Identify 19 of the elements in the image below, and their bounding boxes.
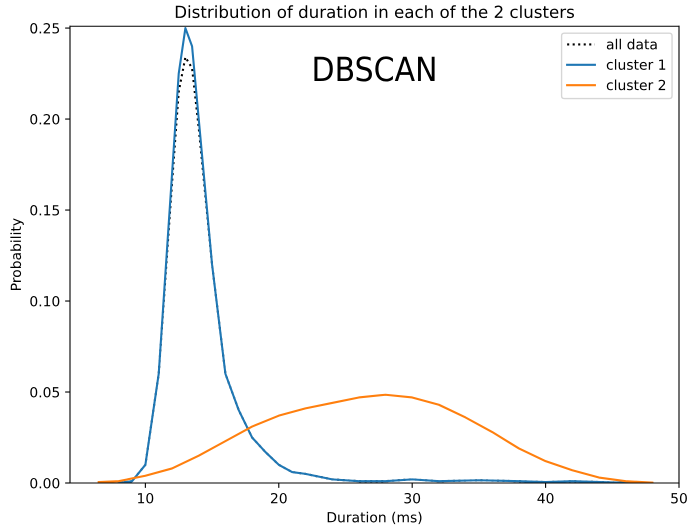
y-tick-label: 0.20 — [30, 114, 60, 125]
x-tick-label: 50 — [671, 492, 687, 504]
x-tick-label: 20 — [270, 492, 287, 504]
x-tick-label: 10 — [138, 492, 154, 504]
legend-label: all data — [606, 38, 657, 50]
x-tick-label: 30 — [404, 492, 420, 504]
annotation: DBSCAN — [314, 56, 435, 82]
y-tick-label: 0.05 — [30, 386, 60, 398]
x-axis-title: Duration (ms) — [328, 512, 422, 524]
legend-label: cluster 1 — [606, 59, 666, 70]
x-tick-label: 40 — [537, 492, 554, 504]
legend-label: cluster 2 — [606, 80, 666, 90]
y-axis-title: Probability — [10, 218, 24, 290]
y-tick-label: 0.25 — [30, 23, 60, 34]
y-tick-label: 0.15 — [30, 205, 60, 216]
line-series — [98, 394, 654, 483]
y-tick-label: 0.10 — [30, 296, 60, 306]
chart-title: Distribution of duration in each of the 2 clusters — [176, 5, 574, 18]
y-tick-label: 0.00 — [30, 478, 60, 488]
